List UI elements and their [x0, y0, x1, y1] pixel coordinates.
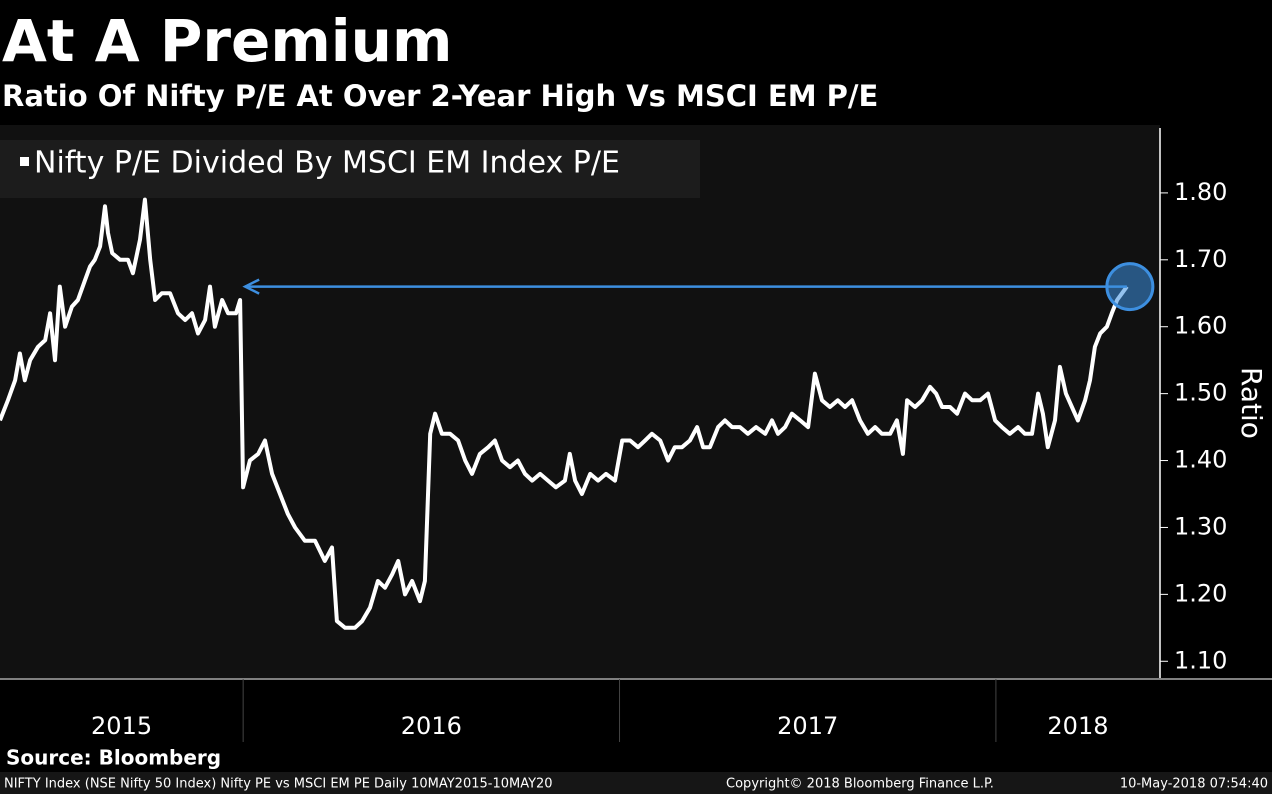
y-tick-label: 1.30: [1174, 512, 1227, 540]
y-tick-label: 1.10: [1174, 646, 1227, 674]
x-tick-label: 2016: [401, 712, 462, 740]
y-tick-label: 1.70: [1174, 245, 1227, 273]
footer-center: Copyright© 2018 Bloomberg Finance L.P.: [726, 777, 994, 792]
y-tick-label: 1.20: [1174, 579, 1227, 607]
footer-bar: [0, 772, 1272, 794]
x-tick-label: 2018: [1047, 712, 1108, 740]
annotation-arrowhead: [242, 278, 260, 295]
x-tick-label: 2017: [777, 712, 838, 740]
y-tick-label: 1.80: [1174, 178, 1227, 206]
chart-title: At A Premium: [2, 7, 452, 75]
footer-right: 10-May-2018 07:54:40: [1120, 777, 1268, 792]
plot-area: [0, 125, 1160, 678]
source-bar: [0, 744, 1272, 772]
legend-swatch: [20, 157, 29, 166]
footer-left: NIFTY Index (NSE Nifty 50 Index) Nifty P…: [4, 777, 553, 792]
y-axis-label: Ratio: [1235, 367, 1268, 439]
y-tick-label: 1.50: [1174, 379, 1227, 407]
y-tick-label: 1.60: [1174, 312, 1227, 340]
legend-label: Nifty P/E Divided By MSCI EM Index P/E: [34, 146, 620, 181]
chart-subtitle: Ratio Of Nifty P/E At Over 2-Year High V…: [2, 79, 878, 113]
annotation-circle: [1105, 262, 1155, 312]
y-tick-label: 1.40: [1174, 446, 1227, 474]
series-line: [0, 197, 1129, 630]
legend-box: [0, 140, 700, 198]
source: Source: Bloomberg: [6, 746, 221, 770]
x-tick-label: 2015: [91, 712, 152, 740]
